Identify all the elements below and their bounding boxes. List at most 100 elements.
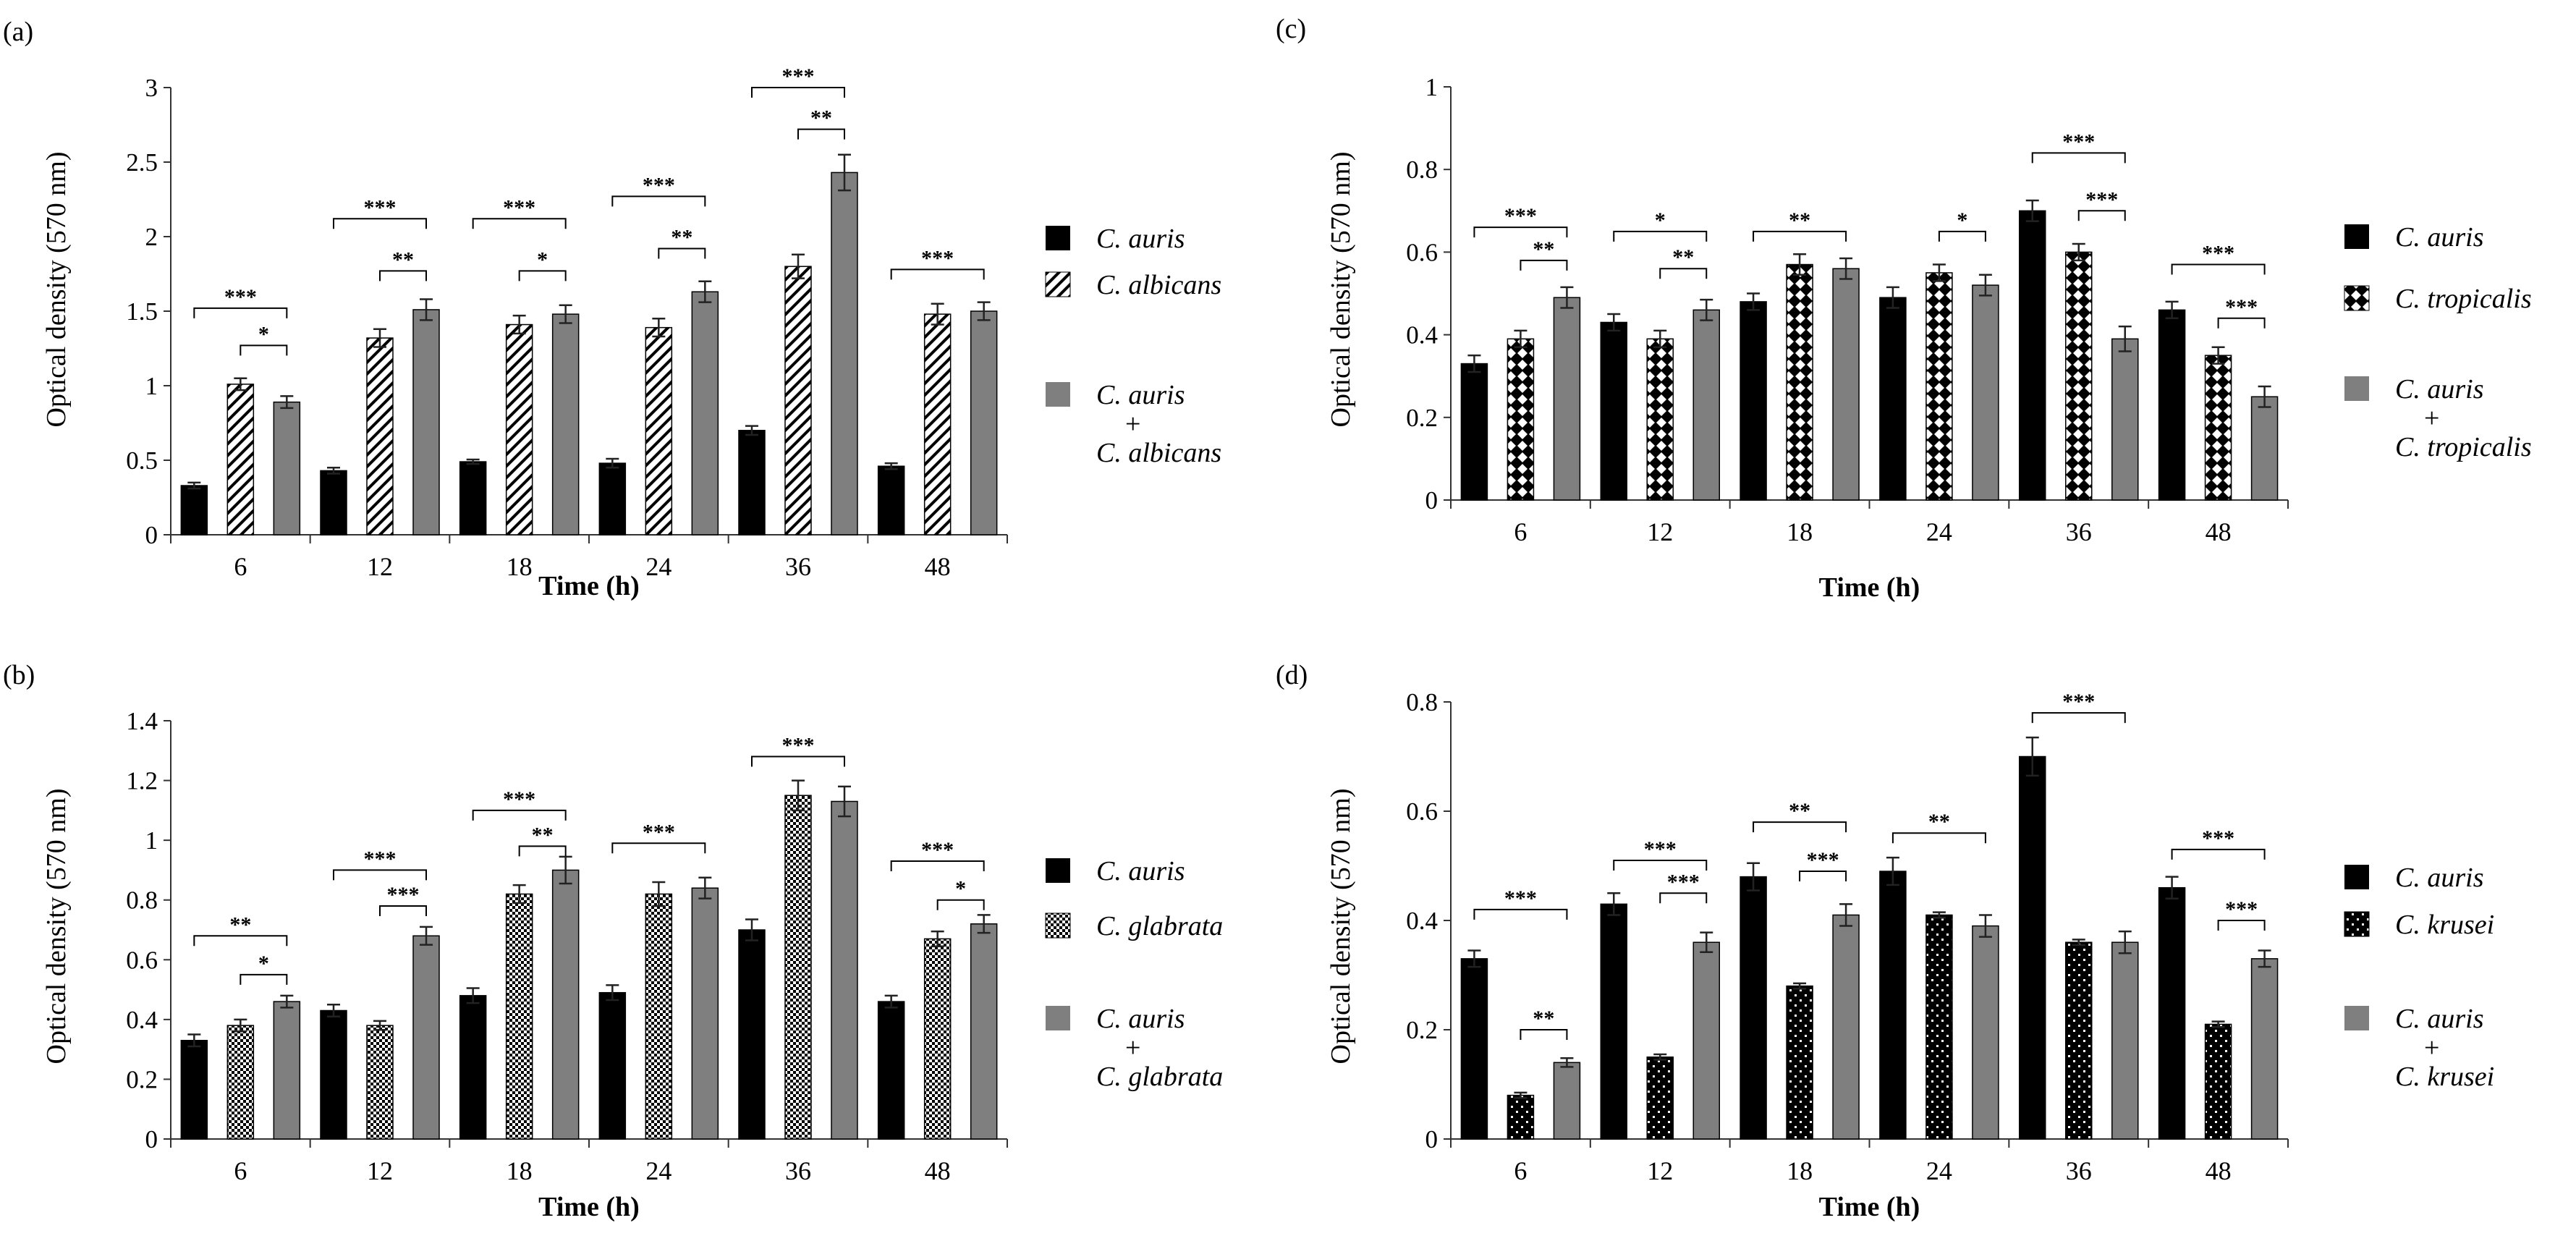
y-tick-label: 1 xyxy=(145,826,158,855)
bar-a-0-0 xyxy=(180,485,208,535)
significance-bracket xyxy=(890,860,985,872)
bar-c-0-5 xyxy=(2158,309,2186,501)
bar-c-2-4 xyxy=(2111,338,2139,501)
bar-c-1-1 xyxy=(1646,338,1674,501)
x-axis-title: Time (h) xyxy=(538,1192,640,1222)
significance-bracket xyxy=(333,218,427,229)
y-tick-label: 0 xyxy=(1425,486,1439,515)
significance-bracket xyxy=(379,905,427,916)
significance-bracket xyxy=(240,973,288,985)
y-tick-label: 0.8 xyxy=(1406,156,1438,184)
bar-a-0-4 xyxy=(738,430,766,535)
bar-d-2-3 xyxy=(1972,925,1999,1140)
significance-label: *** xyxy=(921,246,954,270)
bar-d-2-2 xyxy=(1832,914,1860,1140)
significance-label: *** xyxy=(1807,848,1839,872)
y-tick-label: 0.4 xyxy=(126,1006,158,1034)
bar-a-1-0 xyxy=(226,384,255,535)
significance-bracket xyxy=(1753,821,1847,833)
x-tick-label: 12 xyxy=(367,552,393,581)
significance-label: *** xyxy=(1667,870,1700,894)
bar-a-0-1 xyxy=(320,470,347,535)
x-tick-label: 48 xyxy=(2206,1156,2232,1185)
bar-b-0-5 xyxy=(877,1001,905,1140)
significance-bracket xyxy=(936,899,985,910)
x-tick-label: 18 xyxy=(507,1156,533,1185)
bar-a-2-1 xyxy=(412,309,440,535)
bar-c-2-5 xyxy=(2250,396,2279,501)
legend-label: + xyxy=(2424,1033,2439,1063)
significance-bracket xyxy=(1891,832,1986,844)
bar-b-1-3 xyxy=(645,893,673,1140)
x-tick-label: 18 xyxy=(1787,1156,1813,1185)
chart-panel-c: (c) 0 0.2 0.4 0.6 0.8 1 6 12 18 24 36 48 Time (h) Opti… xyxy=(1276,14,2532,603)
significance-bracket xyxy=(890,268,985,280)
significance-label: ** xyxy=(532,823,554,847)
bar-d-1-2 xyxy=(1786,985,1813,1140)
bar-c-0-0 xyxy=(1460,363,1488,501)
bar-c-0-1 xyxy=(1600,321,1627,501)
significance-bracket xyxy=(611,195,706,207)
significance-label: *** xyxy=(782,734,815,758)
bar-d-0-3 xyxy=(1879,871,1907,1140)
significance-label: *** xyxy=(364,847,397,871)
significance-label: *** xyxy=(1504,886,1537,910)
significance-label: *** xyxy=(2202,826,2234,850)
significance-bracket xyxy=(193,935,288,947)
x-tick-label: 24 xyxy=(1926,1156,1952,1185)
significance-label: ** xyxy=(1789,799,1810,823)
significance-label: *** xyxy=(2225,295,2258,319)
legend-swatch xyxy=(1046,858,1070,883)
y-tick-label: 0.6 xyxy=(1406,238,1438,266)
bar-b-2-1 xyxy=(412,935,440,1140)
bar-a-0-5 xyxy=(877,465,905,535)
bar-a-0-2 xyxy=(459,461,487,535)
x-tick-label: 18 xyxy=(1787,517,1813,546)
y-tick-label: 0.8 xyxy=(126,886,158,915)
legend-label: + xyxy=(1125,1033,1140,1063)
bar-c-1-5 xyxy=(2204,355,2232,501)
legend-label: C. krusei xyxy=(2395,1062,2494,1092)
legend-label: C. auris xyxy=(1096,224,1185,254)
chart-panel-b: (b) 0 0.2 0.4 0.6 0.8 1 1.2 1.4 6 12 18 24 36 48 Time (… xyxy=(3,660,1223,1222)
significance-bracket xyxy=(1799,871,1847,882)
legend-label: C. krusei xyxy=(2395,910,2494,940)
legend-swatch xyxy=(2344,285,2370,311)
significance-bracket xyxy=(193,307,288,318)
y-tick-label: 0 xyxy=(145,1125,158,1153)
chart-panel-d: (d) 0 0.2 0.4 0.6 0.8 6 12 18 24 36 48 Time (h) Optic… xyxy=(1276,660,2494,1222)
bar-a-1-3 xyxy=(645,326,673,535)
bar-b-0-2 xyxy=(459,995,487,1140)
bar-b-2-3 xyxy=(691,887,719,1140)
y-tick-label: 0.2 xyxy=(1406,404,1438,432)
significance-bracket xyxy=(2171,848,2266,860)
significance-bracket xyxy=(2171,263,2266,275)
legend-label: + xyxy=(1125,409,1140,439)
bar-d-1-5 xyxy=(2204,1023,2232,1140)
significance-bracket xyxy=(2031,712,2126,724)
significance-bracket xyxy=(1520,1029,1568,1040)
significance-bracket xyxy=(240,344,288,356)
y-tick-label: 3 xyxy=(145,74,158,102)
bar-b-1-4 xyxy=(784,795,812,1140)
bar-b-2-5 xyxy=(970,923,998,1140)
x-axis-title: Time (h) xyxy=(1819,1192,1920,1222)
significance-bracket xyxy=(2217,920,2266,931)
bar-c-2-1 xyxy=(1692,309,1720,501)
y-tick-label: 0.5 xyxy=(126,446,158,475)
legend-swatch xyxy=(1046,1006,1070,1030)
y-tick-label: 0.4 xyxy=(1406,907,1438,935)
bar-d-1-3 xyxy=(1925,914,1953,1140)
bar-d-1-0 xyxy=(1507,1094,1535,1140)
bar-a-2-3 xyxy=(691,291,719,535)
x-tick-label: 18 xyxy=(507,552,533,581)
significance-bracket xyxy=(472,809,567,821)
bar-b-1-2 xyxy=(505,893,533,1140)
x-tick-label: 6 xyxy=(234,552,247,581)
significance-bracket xyxy=(472,218,567,229)
significance-label: *** xyxy=(2062,690,2095,714)
legend-label: C. auris xyxy=(1096,380,1185,410)
x-tick-label: 48 xyxy=(925,552,951,581)
